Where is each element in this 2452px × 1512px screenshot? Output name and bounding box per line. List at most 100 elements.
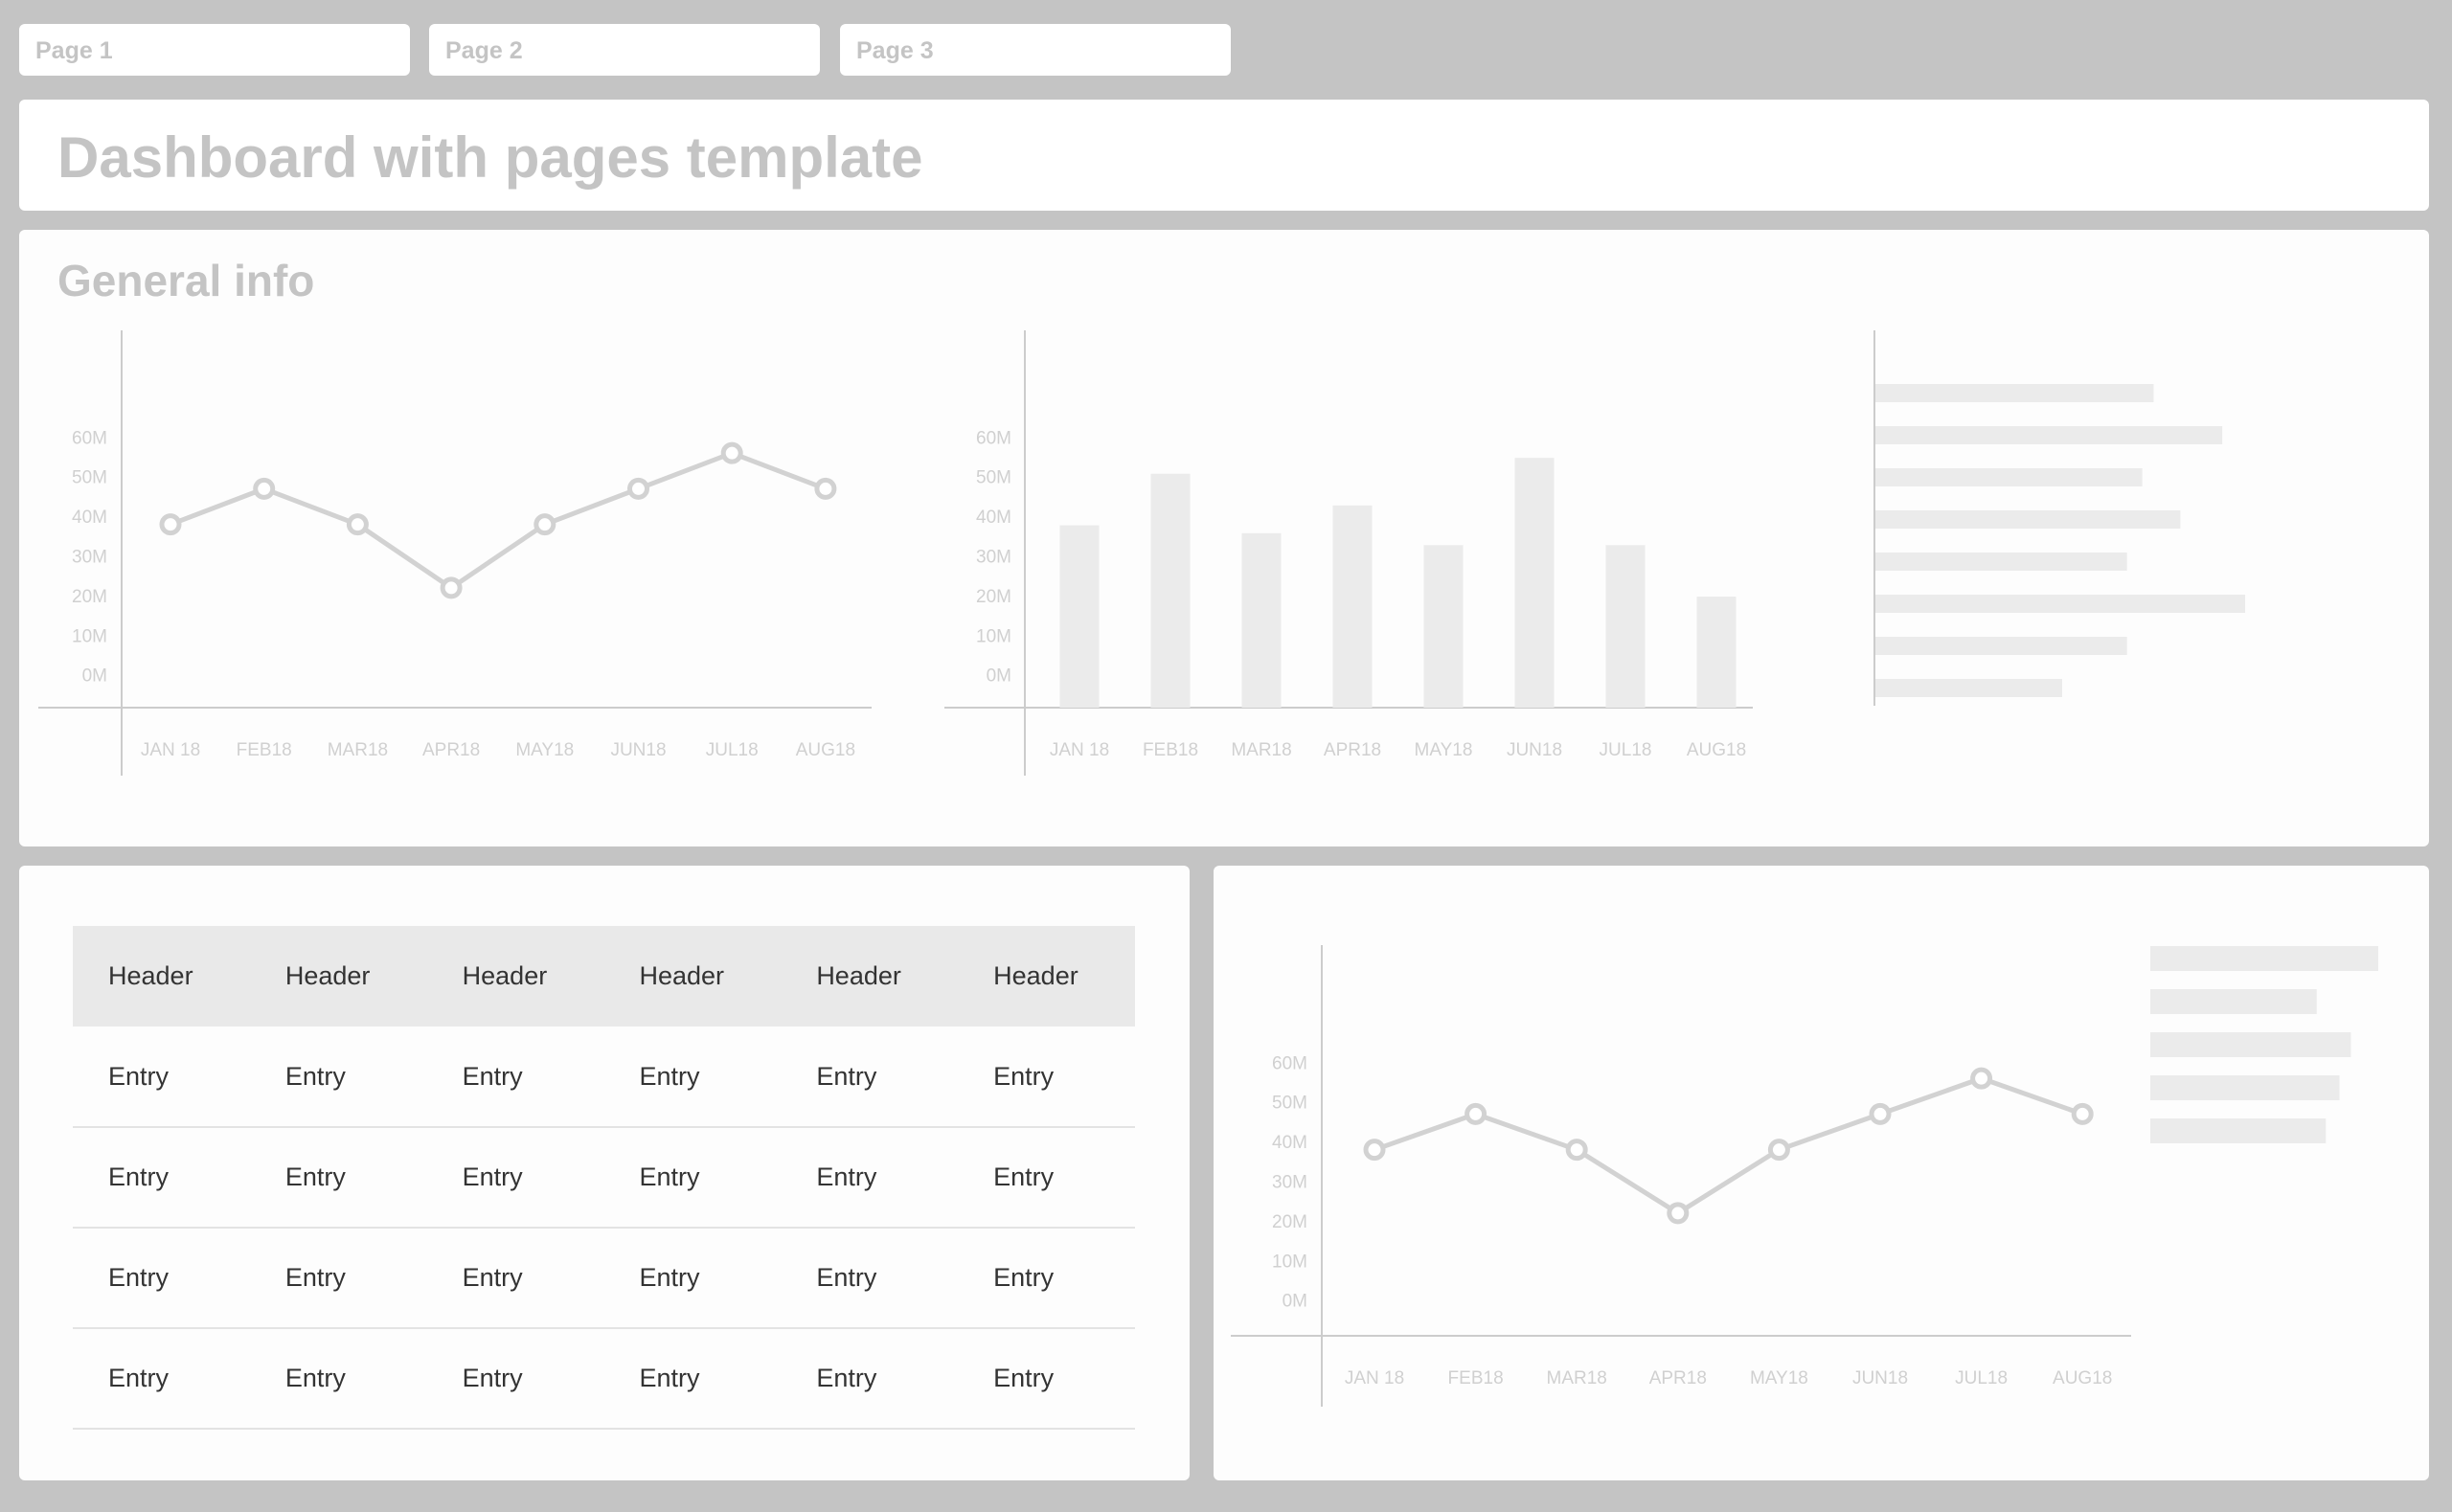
bar xyxy=(1241,532,1282,708)
x-tick-label: AUG18 xyxy=(796,740,855,760)
y-tick-label: 30M xyxy=(1272,1172,1307,1192)
x-tick-label: JUN18 xyxy=(1852,1368,1908,1388)
table-header-row: Header Header Header Header Header Heade… xyxy=(73,926,1135,1027)
x-tick-label: APR18 xyxy=(1649,1368,1707,1388)
y-tick-label: 60M xyxy=(72,428,107,448)
x-tick-label: APR18 xyxy=(1324,740,1381,760)
tab-page-1[interactable]: Page 1 xyxy=(19,24,410,76)
table-cell: Entry xyxy=(73,1328,250,1430)
x-tick-label: JAN 18 xyxy=(1050,740,1109,760)
data-point xyxy=(534,513,556,536)
table-cell: Entry xyxy=(781,1228,959,1329)
table-cell: Entry xyxy=(603,1027,782,1128)
table-cell: Entry xyxy=(73,1027,250,1128)
bar xyxy=(1605,545,1646,708)
x-tick-label: JUN18 xyxy=(1507,740,1562,760)
data-point xyxy=(1667,1202,1690,1225)
bar xyxy=(2150,946,2378,971)
bar xyxy=(1875,637,2127,655)
y-tick-label: 40M xyxy=(976,508,1011,528)
x-tick-label: MAR18 xyxy=(1547,1368,1607,1388)
table-row: Entry Entry Entry Entry Entry Entry xyxy=(73,1127,1135,1229)
x-tick-label: JUL18 xyxy=(1600,740,1652,760)
table-header-cell: Header xyxy=(958,926,1135,1027)
tab-page-3[interactable]: Page 3 xyxy=(840,24,1231,76)
bar xyxy=(1059,525,1100,708)
y-tick-label: 50M xyxy=(976,468,1011,488)
x-tick-label: JAN 18 xyxy=(1345,1368,1404,1388)
table-row: Entry Entry Entry Entry Entry Entry xyxy=(73,1328,1135,1430)
bar xyxy=(1875,426,2223,444)
data-point xyxy=(159,513,182,536)
horizontal-bar-chart xyxy=(1873,330,2246,706)
series-line xyxy=(170,450,827,591)
data-point xyxy=(627,477,649,500)
x-tick-label: APR18 xyxy=(422,740,480,760)
x-tick-label: MAY18 xyxy=(1415,740,1473,760)
x-tick-label: MAY18 xyxy=(1750,1368,1808,1388)
bar xyxy=(1150,473,1191,708)
bar xyxy=(1875,679,2063,697)
y-tick-label: 30M xyxy=(72,547,107,567)
x-tick-label: JUL18 xyxy=(1955,1368,2008,1388)
bar xyxy=(2150,1075,2340,1100)
table-cell: Entry xyxy=(249,1127,427,1229)
x-tick-label: JAN 18 xyxy=(141,740,200,760)
table-cell: Entry xyxy=(603,1228,782,1329)
table-cell: Entry xyxy=(781,1027,959,1128)
bar xyxy=(1514,458,1555,708)
y-tick-label: 20M xyxy=(72,587,107,607)
line-chart: 0M 10M 20M 30M 40M 50M 60M JAN 18 FEB18 MAR18 APR1… xyxy=(38,330,872,776)
y-tick-label: 30M xyxy=(976,547,1011,567)
line-chart: 0M 10M 20M 30M 40M 50M 60M JAN 18 FEB18 MAR18 APR1… xyxy=(1231,945,2131,1407)
x-tick-label: FEB18 xyxy=(1448,1368,1504,1388)
table-row: Entry Entry Entry Entry Entry Entry xyxy=(73,1027,1135,1128)
table-cell: Entry xyxy=(73,1127,250,1229)
table-cell: Entry xyxy=(426,1328,604,1430)
y-tick-label: 20M xyxy=(976,587,1011,607)
general-info-panel: General info 0M 10M 20M 30M 40M 50M 60M JAN 18 F… xyxy=(19,230,2429,846)
table-cell: Entry xyxy=(958,1127,1135,1229)
table-row: Entry Entry Entry Entry Entry Entry xyxy=(73,1228,1135,1329)
data-point xyxy=(1363,1139,1386,1162)
bar xyxy=(1875,553,2127,571)
table-cell: Entry xyxy=(781,1127,959,1229)
bar xyxy=(1875,468,2143,486)
x-tick-label: JUL18 xyxy=(706,740,759,760)
data-point xyxy=(814,477,837,500)
data-point xyxy=(1970,1067,1993,1090)
data-point xyxy=(346,513,369,536)
table-cell: Entry xyxy=(781,1328,959,1430)
data-point xyxy=(1565,1139,1588,1162)
x-tick-label: MAY18 xyxy=(515,740,574,760)
page-title: Dashboard with pages template xyxy=(57,125,923,190)
bar xyxy=(1875,595,2246,613)
x-tick-label: AUG18 xyxy=(2053,1368,2112,1388)
table-cell: Entry xyxy=(249,1228,427,1329)
table-cell: Entry xyxy=(603,1328,782,1430)
table-panel: Header Header Header Header Header Heade… xyxy=(19,866,1190,1480)
table-header-cell: Header xyxy=(603,926,782,1027)
table-cell: Entry xyxy=(603,1127,782,1229)
x-tick-label: MAR18 xyxy=(328,740,388,760)
line-chart-panel: 0M 10M 20M 30M 40M 50M 60M JAN 18 FEB18 MAR18 APR1… xyxy=(1214,866,2429,1480)
table-header-cell: Header xyxy=(781,926,959,1027)
y-tick-label: 20M xyxy=(1272,1212,1307,1232)
x-tick-label: JUN18 xyxy=(610,740,666,760)
y-tick-label: 10M xyxy=(976,626,1011,646)
bar xyxy=(2150,1118,2327,1143)
table-header-cell: Header xyxy=(426,926,604,1027)
y-tick-label: 60M xyxy=(976,428,1011,448)
title-bar: Dashboard with pages template xyxy=(19,100,2429,211)
tab-page-2[interactable]: Page 2 xyxy=(429,24,820,76)
table-cell: Entry xyxy=(958,1027,1135,1128)
y-tick-label: 10M xyxy=(1272,1252,1307,1272)
y-tick-label: 0M xyxy=(82,666,107,687)
table-cell: Entry xyxy=(73,1228,250,1329)
table-header-cell: Header xyxy=(249,926,427,1027)
y-tick-label: 50M xyxy=(1272,1094,1307,1114)
table-cell: Entry xyxy=(426,1228,604,1329)
table-cell: Entry xyxy=(249,1027,427,1128)
y-tick-label: 40M xyxy=(1272,1133,1307,1153)
y-tick-label: 0M xyxy=(987,666,1011,687)
